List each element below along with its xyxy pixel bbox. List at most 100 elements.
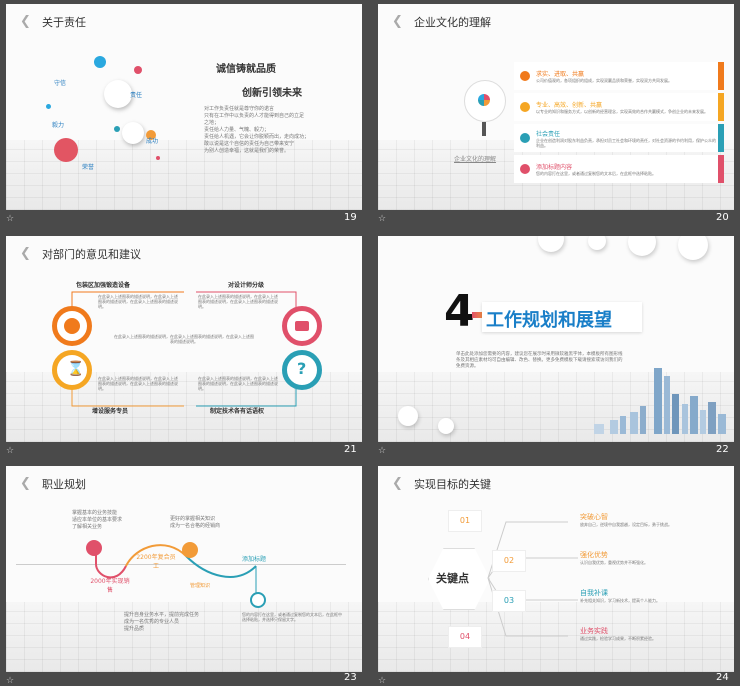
pink-dot xyxy=(54,138,78,162)
slide-header: ❮ 对部门的意见和建议 xyxy=(20,246,141,262)
list-item: 成为一名合格的经销商 xyxy=(170,523,221,529)
headline-1: 诚信铸就品质 xyxy=(216,64,276,75)
item-head: 求实、进取、共赢 xyxy=(536,71,585,78)
slide-23-thumbnail[interactable]: ❮ 职业规划 2000年实现销售 2200年复合员工 添加标题 管理知识 掌握基… xyxy=(6,466,362,672)
edit-icon xyxy=(520,164,530,174)
bullet: 之地； xyxy=(204,120,220,126)
headline-2: 创新引领未来 xyxy=(242,88,302,99)
chevron-left-icon: ❮ xyxy=(20,246,31,261)
list-item: 成为一名优秀的专业人员 xyxy=(124,619,180,625)
culture-list: 求实、进取、共赢 公司价值观的，各项组织的组成，实现双赢品质和荣誉，实现双方共同发… xyxy=(514,62,724,183)
section-title: 工作规划和展望 xyxy=(486,310,612,331)
pencil-icon xyxy=(482,122,486,136)
city-skyline-image xyxy=(594,368,726,434)
item-head: 添加标题内容 xyxy=(536,164,573,171)
step-label: 2200年复合员工 xyxy=(136,554,176,570)
hourglass-icon: ⌛ xyxy=(52,350,92,390)
key-body: 通过实践，检验学习成果，不断积累经验。 xyxy=(580,636,656,641)
floor-grid xyxy=(6,602,362,672)
slide-19-thumbnail[interactable]: ❮ 关于责任 守信 责任 毅力 成功 荣誉 诚信铸就品质 创新引领未来 对工作负… xyxy=(6,4,362,210)
star-icon[interactable]: ☆ xyxy=(378,446,387,456)
key-head: 强化优势 xyxy=(580,551,608,559)
chevron-left-icon: ❮ xyxy=(20,14,31,29)
floor-grid xyxy=(378,602,734,672)
star-icon[interactable]: ☆ xyxy=(6,214,15,224)
key-body: 放弃自己，逆境中自我超越，设定目标，勇于挑战。 xyxy=(580,522,672,527)
chart-icon xyxy=(520,102,530,112)
slide-21-thumbnail[interactable]: ❮ 对部门的意见和建议 包装区加强锻造设备 对设计师分级 增设服务专员 制定技术… xyxy=(6,236,362,442)
slide-number: 21 xyxy=(344,444,357,455)
section-number: 4 xyxy=(444,286,475,337)
desc-top-left: 在此录入上述图表的描述说明，在此录入上述图表的描述说明，在此录入上述图表的描述说… xyxy=(98,294,178,309)
list-item: 掌握基本的业务技能 xyxy=(72,510,118,516)
orange-dot xyxy=(146,130,156,140)
desc-bottom-left: 在此录入上述图表的描述说明，在此录入上述图表的描述说明，在此录入上述图表的描述说… xyxy=(98,376,178,391)
star-icon[interactable]: ☆ xyxy=(6,446,15,456)
slide-header: ❮ 企业文化的理解 xyxy=(392,14,491,30)
title-box xyxy=(482,302,642,332)
top-list: 掌握基本的业务技能 适应本单位的基本要求 了解相关业务 xyxy=(72,510,122,531)
label-top-left: 包装区加强锻造设备 xyxy=(76,282,131,289)
key-number: 04 xyxy=(459,632,471,641)
gears-icon xyxy=(52,306,92,346)
label-yili: 毅力 xyxy=(52,122,65,129)
culture-item: 添加标题内容 您的内容打在这里，或者通过复制您的文本后，在此框中选择粘贴。 xyxy=(514,155,724,183)
star-icon[interactable]: ☆ xyxy=(378,214,387,224)
key-badge: 01 xyxy=(448,510,482,532)
white-bubble xyxy=(398,406,418,426)
bullet-list: 对工作负责任就是尊守你的诺言 只有在工作中以负责的人才能得到自己的立足 之地； … xyxy=(204,106,354,155)
culture-item: 求实、进取、共赢 公司价值观的，各项组织的组成，实现双赢品质和荣誉，实现双方共同发… xyxy=(514,62,724,90)
slide-header: ❮ 实现目标的关键 xyxy=(392,476,491,492)
center-label: 关键点 xyxy=(436,572,469,585)
label-top-right: 对设计师分级 xyxy=(228,282,265,289)
blue-dot xyxy=(46,104,51,109)
slide-20-thumbnail[interactable]: ❮ 企业文化的理解 企业文化的理解 求实、进取、共赢 公司价值观的，各项组织的组成… xyxy=(378,4,734,210)
step-label: 添加标题 xyxy=(242,556,267,563)
career-path-lines xyxy=(95,544,257,594)
item-head: 专业、高效、创新、共赢 xyxy=(536,102,603,109)
label-bottom-right: 制定技术各有话语权 xyxy=(210,408,265,415)
key-badge: 02 xyxy=(492,550,526,572)
bullet: 责任给人力量、气魄、毅力； xyxy=(204,127,270,133)
timeline-axis xyxy=(16,564,346,565)
slide-title: 企业文化的理解 xyxy=(414,16,491,29)
white-bubble xyxy=(122,122,144,144)
slide-number: 22 xyxy=(716,444,729,455)
red-dot xyxy=(156,156,160,160)
briefcase-icon xyxy=(282,306,322,346)
bottom-list: 提升自身业务水平，提前完成任务 成为一名优秀的专业人员 提升品质 xyxy=(124,612,199,633)
chevron-left-icon: ❮ xyxy=(392,476,403,491)
bullet: 对工作负责任就是尊守你的诺言 xyxy=(204,106,275,112)
star-icon[interactable]: ☆ xyxy=(378,676,387,686)
star-icon[interactable]: ☆ xyxy=(6,676,15,686)
chevron-left-icon: ❮ xyxy=(392,14,403,29)
label-zeren: 责任 xyxy=(130,92,143,99)
list-item: 提升品质 xyxy=(124,626,145,632)
book-icon xyxy=(86,540,102,556)
label-rongyu: 荣誉 xyxy=(82,164,95,171)
key-item: 突破心智 放弃自己，逆境中自我超越，设定目标，勇于挑战。 xyxy=(580,512,728,527)
globe-icon xyxy=(520,133,530,143)
key-item: 自我补课 补充相关知识，学习新技术，提高个人能力。 xyxy=(580,588,728,603)
white-bubble xyxy=(104,80,132,108)
label-shouxin: 守信 xyxy=(54,80,67,87)
slide-number: 19 xyxy=(344,212,357,223)
label-bottom-left: 增设服务专员 xyxy=(92,408,129,415)
key-head: 自我补课 xyxy=(580,589,608,597)
label-chenggong: 成功 xyxy=(146,138,159,145)
slide-title: 对部门的意见和建议 xyxy=(42,248,141,261)
monitor-icon xyxy=(182,542,198,558)
key-item: 强化优势 认识自我优势，重视优势并不断强化。 xyxy=(580,550,728,565)
white-bubble xyxy=(588,236,606,250)
white-bubble xyxy=(538,236,564,252)
desc-center: 在此录入上述图表的描述说明，在此录入上述图表的描述说明，在此录入上述图表的描述说… xyxy=(114,334,254,344)
blue-dot xyxy=(94,56,106,68)
list-item: 适应本单位的基本要求 xyxy=(72,517,123,523)
slide-24-thumbnail[interactable]: ❮ 实现目标的关键 关键点 01 02 03 04 突破心智 放弃自己，逆境中自… xyxy=(378,466,734,672)
item-body: 公司价值观的，各项组织的组成，实现双赢品质和荣誉，实现双方共同发展。 xyxy=(536,78,672,83)
slide-number: 23 xyxy=(344,672,357,683)
slide-number: 20 xyxy=(716,212,729,223)
icon-label: 管理知识 xyxy=(190,583,211,589)
key-number: 01 xyxy=(459,516,471,525)
slide-22-thumbnail[interactable]: 4 工作规划和展望 单击此处添加您需要的内容，建议您在展示时采用微软雅黑字体，本… xyxy=(378,236,734,442)
